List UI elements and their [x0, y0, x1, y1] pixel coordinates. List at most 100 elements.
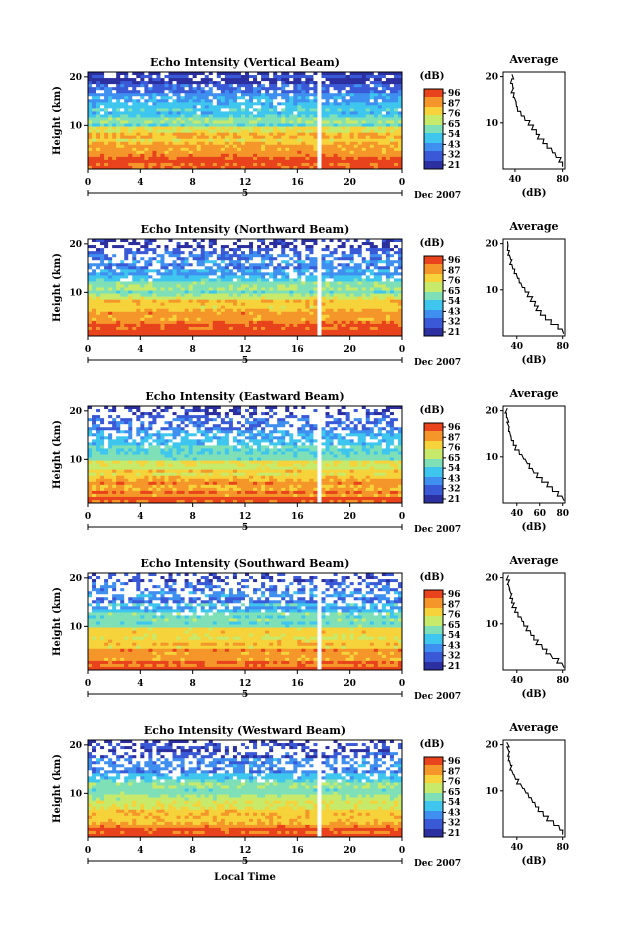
heat-cell — [389, 153, 395, 158]
heat-cell — [357, 251, 363, 255]
heat-cell — [172, 326, 177, 331]
heat-cell — [200, 296, 206, 300]
heat-cell — [228, 165, 234, 170]
heat-cell — [92, 287, 97, 291]
heat-cell — [152, 293, 157, 297]
heat-cell — [204, 287, 210, 291]
heat-cell — [196, 308, 202, 313]
heat-cell — [345, 153, 351, 158]
heat-cell — [124, 129, 129, 133]
heat-cell — [257, 135, 262, 140]
heat-cell — [261, 81, 266, 85]
heat-cell — [188, 123, 194, 127]
heat-cell — [261, 84, 266, 88]
heat-cell — [152, 126, 157, 130]
heat-cell — [305, 296, 310, 300]
heat-cell — [236, 93, 242, 97]
heat-cell — [172, 323, 177, 328]
heat-cell — [140, 293, 145, 297]
heat-cell — [120, 78, 125, 82]
heat-cell — [112, 105, 117, 109]
heat-cell — [200, 254, 206, 258]
heat-cell — [232, 81, 238, 85]
heat-cell — [100, 81, 105, 85]
heat-cell — [325, 132, 330, 137]
heat-cell — [116, 111, 121, 115]
heat-cell — [313, 278, 318, 282]
heat-cell — [116, 284, 121, 288]
heat-cell — [112, 153, 117, 158]
heat-cell — [365, 260, 371, 264]
heat-cell — [245, 317, 250, 322]
heat-cell — [249, 272, 254, 276]
heat-cell — [216, 320, 222, 325]
heat-cell — [313, 275, 318, 279]
heat-cell — [261, 242, 266, 246]
heat-cell — [136, 81, 141, 85]
heat-cell — [385, 156, 391, 161]
heat-cell — [152, 135, 157, 140]
heat-cell — [365, 251, 371, 255]
heat-cell — [92, 126, 97, 130]
heat-cell — [317, 266, 322, 270]
heat-cell — [333, 296, 338, 300]
heat-cell — [385, 150, 391, 155]
heat-cell — [152, 305, 157, 310]
heat-cell — [341, 326, 346, 331]
heat-cell — [92, 317, 97, 322]
heat-cell — [120, 245, 125, 249]
heat-cell — [257, 323, 262, 328]
heat-cell — [160, 129, 165, 133]
heat-cell — [216, 323, 222, 328]
heat-cell — [385, 293, 391, 297]
heat-cell — [184, 159, 189, 164]
heat-cell — [212, 90, 218, 94]
heat-cell — [180, 108, 185, 112]
heat-cell — [301, 287, 306, 291]
heat-cell — [180, 87, 185, 91]
heat-cell — [224, 159, 230, 164]
heat-cell — [192, 117, 198, 121]
heat-cell — [285, 75, 290, 79]
heat-cell — [156, 138, 161, 143]
heat-cell — [200, 132, 206, 137]
heat-cell — [168, 326, 173, 331]
heat-cell — [128, 114, 133, 118]
heat-cell — [228, 117, 234, 121]
heat-cell — [317, 129, 322, 133]
heat-cell — [168, 108, 173, 112]
heat-cell — [393, 162, 399, 167]
heat-cell — [289, 87, 294, 91]
colorbar-segment — [424, 151, 443, 154]
heat-cell — [381, 272, 387, 276]
heat-cell — [152, 72, 157, 76]
heat-cell — [232, 126, 238, 130]
heat-cell — [289, 251, 294, 255]
heat-cell — [353, 111, 359, 115]
heat-cell — [273, 308, 278, 313]
heat-cell — [236, 323, 242, 328]
heat-cell — [164, 132, 169, 137]
heat-cell — [349, 126, 355, 130]
heat-cell — [204, 290, 210, 294]
heat-cell — [273, 239, 278, 243]
heat-cell — [281, 299, 286, 304]
heat-cell — [120, 239, 125, 243]
heat-cell — [112, 251, 117, 255]
heat-cell — [317, 269, 322, 273]
heat-cell — [341, 99, 346, 103]
heat-cell — [321, 290, 326, 294]
heat-cell — [92, 272, 97, 276]
heat-cell — [345, 162, 351, 167]
heat-cell — [160, 248, 165, 252]
heat-cell — [128, 245, 133, 249]
heat-cell — [228, 156, 234, 161]
heat-cell — [317, 302, 322, 307]
heat-cell — [180, 326, 185, 331]
heat-cell — [152, 165, 157, 170]
heat-cell — [184, 323, 189, 328]
heat-cell — [204, 114, 210, 118]
heat-cell — [144, 138, 149, 143]
heat-cell — [325, 87, 330, 91]
heat-cell — [236, 260, 242, 264]
